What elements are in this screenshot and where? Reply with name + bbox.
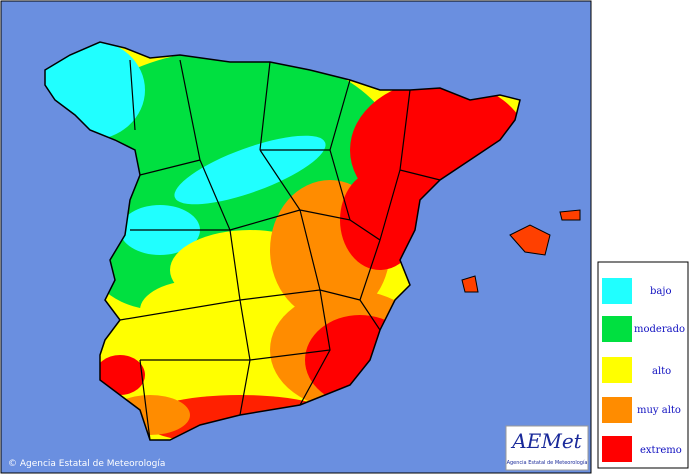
balearic-islands (461, 209, 581, 293)
legend-label: moderado (634, 324, 685, 335)
copyright: © Agencia Estatal de Meteorología (8, 459, 165, 469)
logo-box (505, 425, 589, 471)
legend-items: bajo moderado alto muy alto extremo (602, 278, 685, 462)
legend-label: extremo (640, 445, 682, 456)
legend-swatch (602, 357, 632, 383)
legend-swatch (602, 278, 632, 304)
legend-label: bajo (650, 286, 671, 297)
coastline (44, 41, 521, 441)
legend-label: muy alto (637, 405, 681, 416)
logo-name: AEMet (510, 429, 582, 453)
legend-label: alto (652, 366, 671, 377)
legend-swatch (602, 436, 632, 462)
logo-subtitle: Agencia Estatal de Meteorología (507, 459, 588, 466)
legend-swatch (602, 397, 632, 423)
legend-swatch (602, 316, 632, 342)
spain (45, 42, 520, 440)
province-borders (119, 59, 441, 441)
